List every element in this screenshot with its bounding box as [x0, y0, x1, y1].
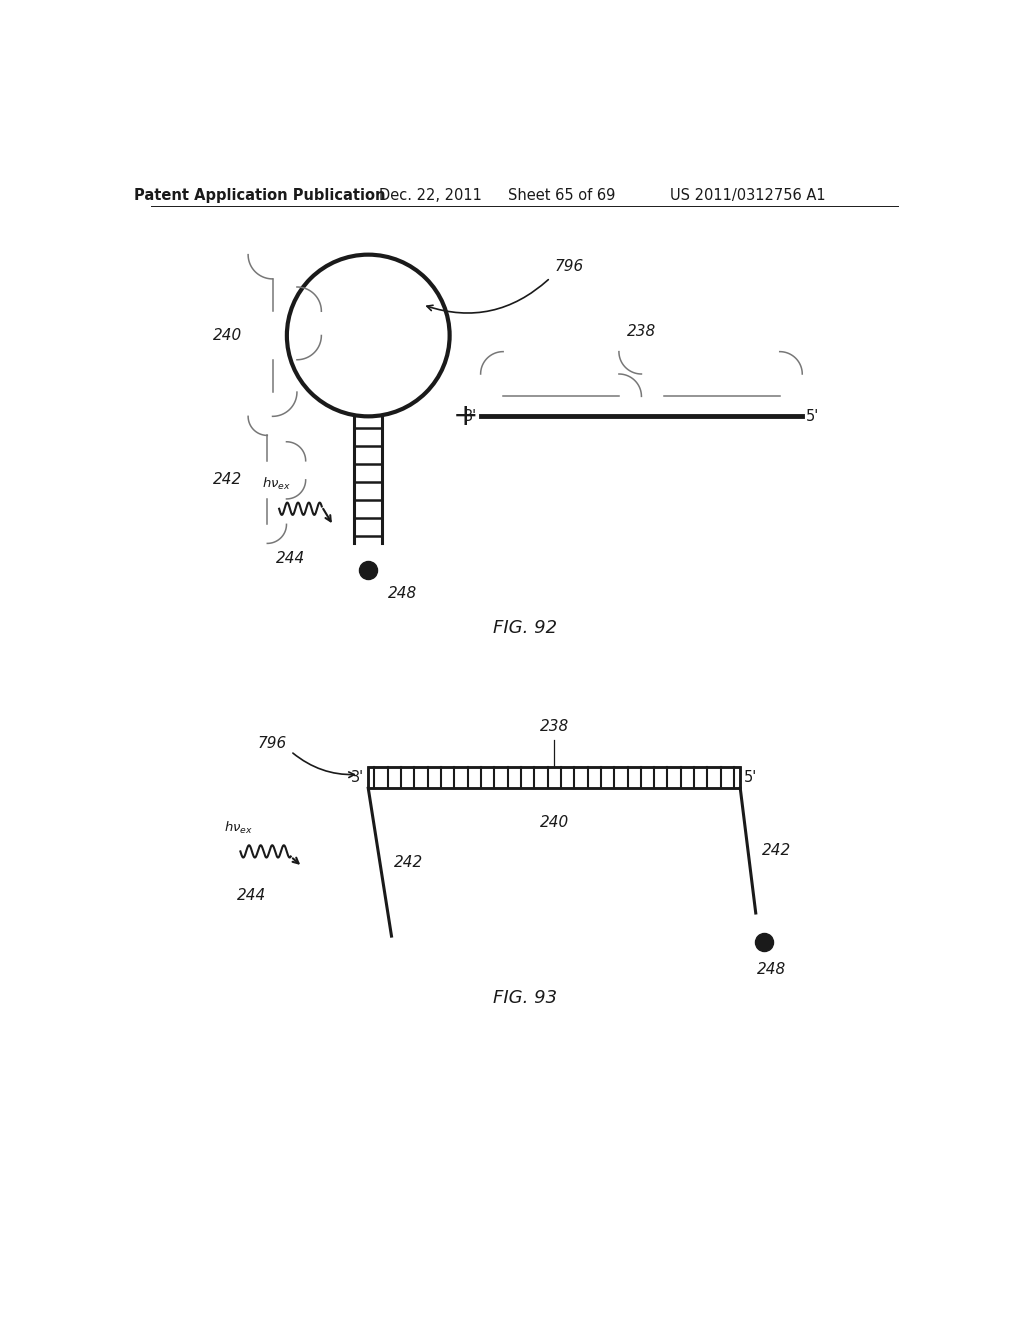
Text: 248: 248 [388, 586, 417, 601]
Text: FIG. 93: FIG. 93 [493, 989, 557, 1007]
Text: 3': 3' [464, 409, 477, 424]
Text: 5': 5' [744, 770, 758, 785]
Text: 796: 796 [554, 259, 584, 273]
Text: Sheet 65 of 69: Sheet 65 of 69 [508, 187, 615, 203]
Text: 3': 3' [351, 770, 365, 785]
Text: 244: 244 [276, 552, 305, 566]
Text: $h\nu_{ex}$: $h\nu_{ex}$ [224, 820, 253, 836]
Bar [369, 767, 740, 788]
Text: 240: 240 [540, 816, 569, 830]
Text: 242: 242 [213, 473, 242, 487]
Text: 796: 796 [258, 737, 287, 751]
Text: Dec. 22, 2011: Dec. 22, 2011 [379, 187, 481, 203]
Text: 244: 244 [238, 888, 266, 903]
Text: Patent Application Publication: Patent Application Publication [134, 187, 385, 203]
Text: 238: 238 [540, 719, 569, 734]
Text: 242: 242 [394, 854, 423, 870]
Text: 248: 248 [757, 961, 785, 977]
Text: +: + [453, 401, 478, 430]
Text: 238: 238 [627, 325, 656, 339]
Text: US 2011/0312756 A1: US 2011/0312756 A1 [670, 187, 825, 203]
Text: FIG. 92: FIG. 92 [493, 619, 557, 638]
Text: 242: 242 [762, 843, 792, 858]
Text: 5': 5' [806, 409, 819, 424]
Text: $h\nu_{ex}$: $h\nu_{ex}$ [262, 475, 291, 492]
Bar [369, 767, 740, 788]
Text: 240: 240 [213, 327, 242, 343]
